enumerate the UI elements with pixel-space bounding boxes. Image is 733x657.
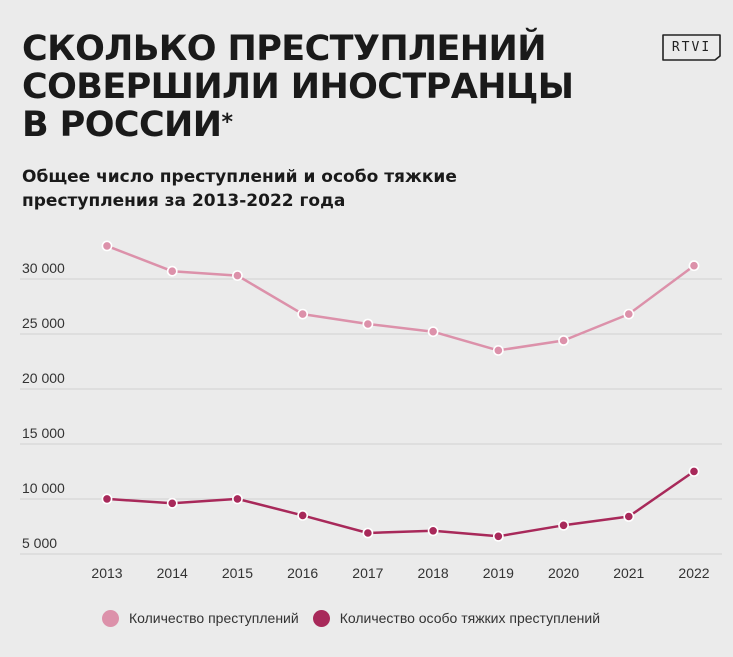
point-grave-crimes-2016 xyxy=(297,510,309,521)
point-crimes-2019 xyxy=(492,344,504,356)
point-crimes-2013 xyxy=(101,240,113,252)
x-tick-label-2021: 2021 xyxy=(613,565,644,581)
chart-subtitle: Общее число преступлений и особо тяжкие … xyxy=(22,165,457,213)
title-line-3-text: В РОССИИ xyxy=(22,105,222,145)
series-grave-crimes xyxy=(101,465,700,542)
point-grave-crimes-2019 xyxy=(492,530,504,542)
title-line-2: СОВЕРШИЛИ ИНОСТРАНЦЫ xyxy=(22,67,574,107)
point-grave-crimes-2022 xyxy=(688,465,700,477)
point-grave-crimes-2018 xyxy=(427,525,439,537)
rtvi-logo: RTVI xyxy=(661,33,722,62)
y-tick-label-25000: 25 000 xyxy=(22,315,65,331)
title-line-3: В РОССИИ* xyxy=(22,106,573,144)
legend: Количество преступлений Количество особо… xyxy=(102,607,614,629)
point-grave-crimes-2015 xyxy=(232,493,243,505)
x-tick-label-2022: 2022 xyxy=(678,565,709,581)
point-grave-crimes-2017 xyxy=(362,527,374,539)
x-tick-label-2019: 2019 xyxy=(483,565,514,581)
y-tick-label-15000: 15 000 xyxy=(22,425,65,441)
title-footnote-mark: * xyxy=(221,110,233,135)
point-grave-crimes-2013 xyxy=(101,493,113,505)
point-crimes-2016 xyxy=(297,308,309,320)
y-tick-label-5000: 5 000 xyxy=(22,535,57,551)
subtitle-line-1: Общее число преступлений и особо тяжкие xyxy=(22,167,457,187)
point-grave-crimes-2021 xyxy=(623,511,635,522)
point-crimes-2014 xyxy=(166,265,178,277)
rtvi-logo-text: RTVI xyxy=(671,40,712,55)
x-tick-label-2020: 2020 xyxy=(548,565,579,581)
point-crimes-2022 xyxy=(688,260,700,272)
x-tick-label-2013: 2013 xyxy=(91,565,122,581)
point-crimes-2021 xyxy=(623,308,635,320)
x-tick-label-2015: 2015 xyxy=(222,565,253,581)
point-grave-crimes-2014 xyxy=(166,497,178,509)
y-axis-tick-labels: 5 000 10 000 15 000 20 000 25 000 30 000 xyxy=(22,260,65,551)
point-crimes-2020 xyxy=(558,335,569,346)
series-crimes xyxy=(101,240,700,356)
point-crimes-2017 xyxy=(362,318,374,330)
y-tick-label-30000: 30 000 xyxy=(22,260,65,276)
point-crimes-2015 xyxy=(232,270,243,281)
legend-swatch-crimes xyxy=(102,609,119,627)
legend-item-crimes: Количество преступлений xyxy=(102,609,299,627)
legend-label-grave-crimes: Количество особо тяжких преступлений xyxy=(339,610,601,626)
series xyxy=(101,240,700,542)
title-line-1: СКОЛЬКО ПРЕСТУПЛЕНИЙ xyxy=(22,29,546,69)
series-line-crimes xyxy=(105,244,696,352)
grid xyxy=(20,278,722,555)
x-tick-label-2017: 2017 xyxy=(352,565,383,581)
x-tick-label-2018: 2018 xyxy=(418,565,449,581)
legend-item-grave-crimes: Количество особо тяжких преступлений xyxy=(312,609,601,627)
x-axis-tick-labels: 2013 2014 2015 2016 2017 2018 2019 2020 2021 2022 xyxy=(91,565,709,581)
legend-swatch-grave-crimes xyxy=(312,609,330,627)
y-tick-label-10000: 10 000 xyxy=(22,480,65,496)
rtvi-logo-frame xyxy=(662,34,721,61)
x-tick-label-2016: 2016 xyxy=(287,565,318,581)
y-tick-label-20000: 20 000 xyxy=(22,370,65,386)
series-line-grave-crimes xyxy=(105,470,696,538)
legend-label-crimes: Количество преступлений xyxy=(129,610,299,626)
subtitle-line-2: преступления за 2013-2022 года xyxy=(22,191,346,211)
x-tick-label-2014: 2014 xyxy=(157,565,188,581)
point-crimes-2018 xyxy=(427,326,439,338)
point-grave-crimes-2020 xyxy=(558,519,569,531)
chart-title: СКОЛЬКО ПРЕСТУПЛЕНИЙ СОВЕРШИЛИ ИНОСТРАНЦ… xyxy=(22,29,574,144)
